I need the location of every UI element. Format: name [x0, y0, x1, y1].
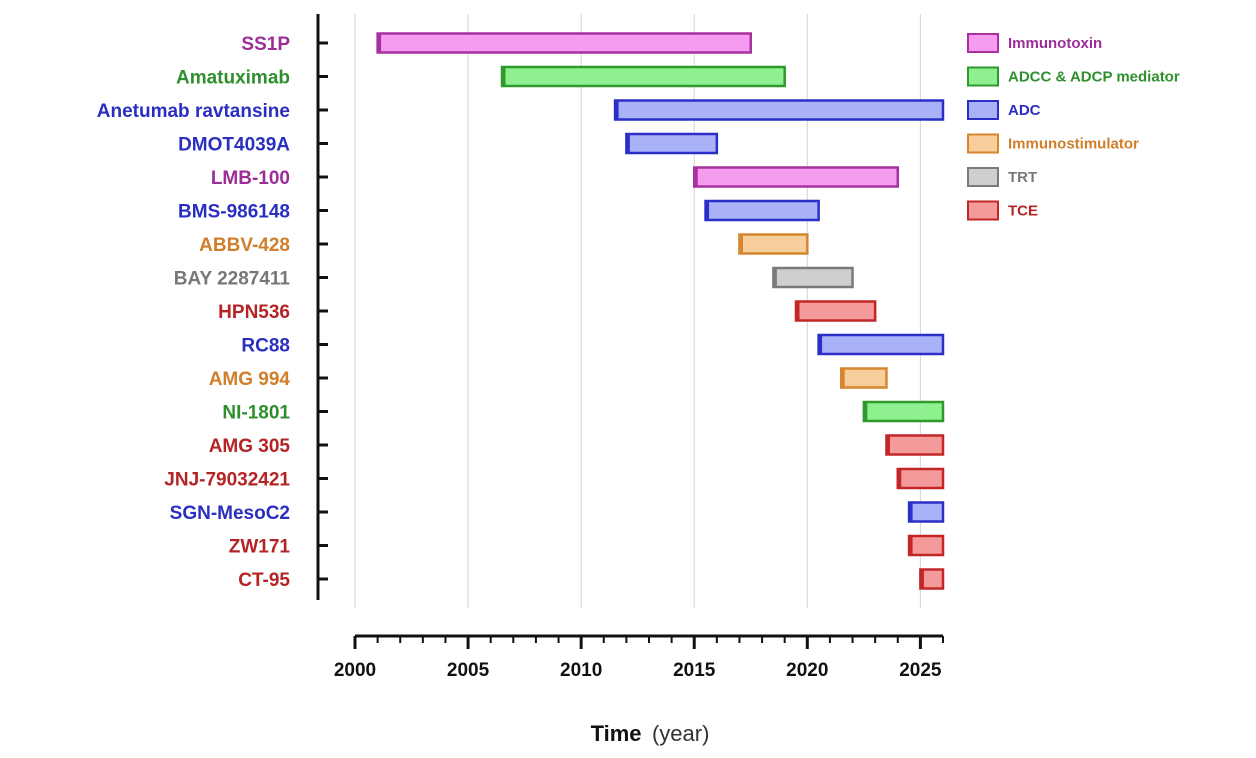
rows-layer: SS1P Amatuximab Anetumab ravtansine DMOT403…	[97, 32, 945, 591]
x-axis-label-title: Time	[591, 721, 642, 746]
row-label: ZW171	[229, 537, 291, 558]
row-label: BAY 2287411	[174, 269, 291, 290]
row-label: NI-1801	[222, 403, 290, 424]
bar	[376, 32, 753, 54]
bar	[907, 534, 945, 557]
row-label: HPN536	[218, 302, 290, 323]
x-tick-label-2015: 2015	[673, 660, 716, 681]
legend-swatch-adcc	[967, 66, 999, 87]
row-label: Amatuximab	[176, 68, 290, 89]
bar	[862, 400, 945, 423]
x-tick-label-2000: 2000	[334, 660, 376, 681]
row-label: BMS-986148	[178, 202, 290, 223]
x-axis-label-unit: (year)	[652, 721, 709, 746]
bar	[794, 300, 877, 322]
legend-swatch-immunostimulator	[967, 133, 999, 154]
row-label: JNJ-79032421	[164, 470, 290, 491]
legend-label-immunostimulator: Immunostimulator	[1008, 136, 1139, 153]
x-tick-label-2005: 2005	[447, 660, 490, 681]
legend-swatch-immunotoxin	[967, 33, 999, 53]
bar	[896, 467, 945, 490]
legend: Immunotoxin ADCC & ADCP mediator ADC Immuno…	[967, 33, 1180, 221]
row-label: ABBV-428	[199, 235, 290, 256]
legend-swatch-tce	[967, 200, 999, 221]
x-tick-label-2020: 2020	[786, 660, 828, 681]
bar	[704, 199, 820, 222]
row-label: AMG 994	[209, 369, 291, 390]
bar	[738, 233, 809, 255]
legend-swatch-trt	[967, 167, 999, 187]
bar	[500, 65, 786, 88]
bar	[817, 333, 945, 356]
row-label: CT-95	[238, 570, 290, 591]
row-label: SGN-MesoC2	[170, 503, 290, 524]
legend-label-immunotoxin: Immunotoxin	[1008, 35, 1102, 52]
bar	[692, 166, 900, 188]
row-label: AMG 305	[209, 436, 291, 457]
bar	[625, 132, 719, 155]
legend-label-trt: TRT	[1008, 169, 1037, 186]
x-axis-label: Time (year)	[591, 721, 710, 746]
bar	[885, 434, 945, 456]
bar	[772, 266, 854, 289]
legend-label-adcc: ADCC & ADCP mediator	[1008, 69, 1180, 86]
bar	[613, 99, 945, 121]
row-label: RC88	[241, 336, 290, 357]
legend-label-adc: ADC	[1008, 102, 1041, 119]
axis-layer: 2000 2005 2010 2015 2020 2025	[316, 14, 944, 681]
legend-swatch-adc	[967, 100, 999, 120]
x-tick-label-2025: 2025	[899, 660, 942, 681]
row-label: SS1P	[241, 34, 290, 55]
row-label: DMOT4039A	[178, 135, 290, 156]
x-tick-label-2010: 2010	[560, 660, 602, 681]
bar	[907, 501, 945, 523]
legend-label-tce: TCE	[1008, 203, 1038, 220]
bar	[839, 367, 888, 389]
row-label: Anetumab ravtansine	[97, 101, 290, 122]
row-label: LMB-100	[211, 168, 290, 189]
